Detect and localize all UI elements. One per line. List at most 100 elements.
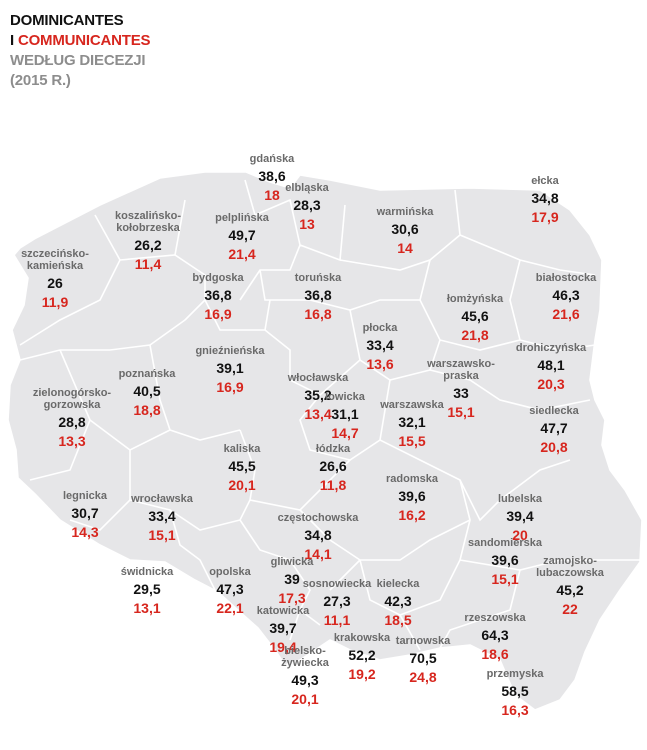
chart-title-line3: WEDŁUG DIECEZJI xyxy=(10,52,146,69)
diocese-name: koszalińsko- kołobrzeska xyxy=(114,210,182,234)
diocese-name: kaliska xyxy=(223,443,261,455)
dominicantes-value: 45,5 xyxy=(228,458,256,474)
diocese-name: sosnowiecka xyxy=(302,578,372,590)
diocese-name: opolska xyxy=(209,566,251,578)
diocese-name: rzeszowska xyxy=(464,612,526,624)
dominicantes-value: 42,3 xyxy=(384,593,412,609)
diocese-name: szczecińsko- kamieńska xyxy=(21,248,89,272)
chart-title-line1: DOMINICANTES xyxy=(10,12,124,29)
diocese-lubelska: lubelska 39,4 20 xyxy=(470,493,570,544)
communicantes-value: 15,5 xyxy=(398,433,426,449)
dominicantes-value: 52,2 xyxy=(348,647,376,663)
diocese-name: wrocławska xyxy=(131,493,193,505)
dominicantes-value: 36,8 xyxy=(304,287,332,303)
diocese-name: warszawska xyxy=(380,399,444,411)
communicantes-value: 11,9 xyxy=(41,294,69,310)
diocese-szczecińsko-kamieńska: szczecińsko- kamieńska 26 11,9 xyxy=(5,248,105,311)
dominicantes-value: 39,4 xyxy=(506,508,534,524)
diocese-name: łódzka xyxy=(315,443,351,455)
diocese-name: zielonogórsko- gorzowska xyxy=(32,387,112,411)
diocese-zamojsko-lubaczowska: zamojsko- lubaczowska 45,2 22 xyxy=(520,555,620,618)
diocese-włocławska: włocławska 35,2 13,4 xyxy=(268,372,368,423)
dominicantes-value: 36,8 xyxy=(204,287,232,303)
dominicantes-value: 26,2 xyxy=(134,237,162,253)
dominicantes-value: 34,8 xyxy=(304,527,332,543)
diocese-tarnowska: tarnowska 70,5 24,8 xyxy=(373,635,473,686)
diocese-świdnicka: świdnicka 29,5 13,1 xyxy=(97,566,197,617)
dominicantes-value: 39 xyxy=(284,571,300,587)
dominicantes-value: 39,6 xyxy=(491,552,519,568)
diocese-legnicka: legnicka 30,7 14,3 xyxy=(35,490,135,541)
diocese-radomska: radomska 39,6 16,2 xyxy=(362,473,462,524)
dominicantes-value: 33,4 xyxy=(366,337,394,353)
communicantes-value: 13,6 xyxy=(366,356,394,372)
title-communicantes: COMMUNICANTES xyxy=(17,32,151,49)
diocese-siedlecka: siedlecka 47,7 20,8 xyxy=(504,405,604,456)
communicantes-value: 14,1 xyxy=(304,546,332,562)
dominicantes-value: 33 xyxy=(453,385,469,401)
diocese-name: drohiczyńska xyxy=(515,342,587,354)
communicantes-value: 20,8 xyxy=(540,439,568,455)
diocese-gdańska: gdańska 38,6 18 xyxy=(222,153,322,204)
diocese-name: siedlecka xyxy=(529,405,579,417)
dominicantes-value: 32,1 xyxy=(398,414,426,430)
diocese-name: łomżyńska xyxy=(446,293,504,305)
communicantes-value: 11,8 xyxy=(319,477,347,493)
title-prefix: I xyxy=(10,32,18,49)
diocese-name: krakowska xyxy=(333,632,391,644)
dominicantes-value: 39,7 xyxy=(269,620,297,636)
diocese-name: warszawsko- praska xyxy=(427,358,495,382)
communicantes-value: 16,3 xyxy=(501,702,529,718)
dominicantes-value: 47,7 xyxy=(540,420,568,436)
poland-outline xyxy=(7,171,643,711)
dominicantes-value: 28,3 xyxy=(293,197,321,213)
communicantes-value: 16,2 xyxy=(398,507,426,523)
dominicantes-value: 34,8 xyxy=(531,190,559,206)
communicantes-value: 19,4 xyxy=(269,639,297,655)
diocese-bydgoska: bydgoska 36,8 16,9 xyxy=(168,272,268,323)
communicantes-value: 11,4 xyxy=(134,256,162,272)
diocese-name: białostocka xyxy=(535,272,597,284)
diocese-name: tarnowska xyxy=(395,635,451,647)
diocese-name: gliwicka xyxy=(270,556,314,568)
diocese-name: warmińska xyxy=(376,206,434,218)
diocese-ełcka: ełcka 34,8 17,9 xyxy=(495,175,595,226)
diocese-name: łowicka xyxy=(325,391,365,403)
diocese-przemyska: przemyska 58,5 16,3 xyxy=(465,668,565,719)
communicantes-value: 21,6 xyxy=(552,306,580,322)
dominicantes-value: 48,1 xyxy=(537,357,565,373)
communicantes-value: 18,5 xyxy=(384,612,412,628)
diocese-name: katowicka xyxy=(256,605,310,617)
dominicantes-value: 30,7 xyxy=(71,505,99,521)
communicantes-value: 17,9 xyxy=(531,209,559,225)
diocese-warszawska: warszawska 32,1 15,5 xyxy=(362,399,462,450)
diocese-name: radomska xyxy=(386,473,438,485)
communicantes-value: 15,1 xyxy=(447,404,475,420)
communicantes-value: 21,4 xyxy=(228,246,256,262)
diocese-name: gdańska xyxy=(249,153,295,165)
diocese-gliwicka: gliwicka 39 17,3 xyxy=(242,556,342,607)
dominicantes-value: 46,3 xyxy=(552,287,580,303)
communicantes-value: 13,4 xyxy=(304,406,332,422)
diocese-name: pelplińska xyxy=(215,212,269,224)
communicantes-value: 18,8 xyxy=(133,402,161,418)
dominicantes-value: 31,1 xyxy=(331,406,359,422)
diocese-kaliska: kaliska 45,5 20,1 xyxy=(192,443,292,494)
diocese-sosnowiecka: sosnowiecka 27,3 11,1 xyxy=(287,578,387,629)
diocese-elbląska: elbląska 28,3 13 xyxy=(257,182,357,233)
communicantes-value: 16,8 xyxy=(304,306,332,322)
diocese-sandomierska: sandomierska 39,6 15,1 xyxy=(455,537,555,588)
communicantes-value: 18 xyxy=(264,187,280,203)
diocese-łowicka: łowicka 31,1 14,7 xyxy=(295,391,395,442)
communicantes-value: 14,3 xyxy=(71,524,99,540)
diocese-rzeszowska: rzeszowska 64,3 18,6 xyxy=(445,612,545,663)
dominicantes-value: 45,6 xyxy=(461,308,489,324)
communicantes-value: 14,7 xyxy=(331,425,359,441)
dominicantes-value: 70,5 xyxy=(409,650,437,666)
diocese-drohiczyńska: drohiczyńska 48,1 20,3 xyxy=(501,342,601,393)
communicantes-value: 21,8 xyxy=(461,327,489,343)
diocese-name: poznańska xyxy=(118,368,176,380)
diocese-krakowska: krakowska 52,2 19,2 xyxy=(312,632,412,683)
communicantes-value: 13,3 xyxy=(58,433,86,449)
